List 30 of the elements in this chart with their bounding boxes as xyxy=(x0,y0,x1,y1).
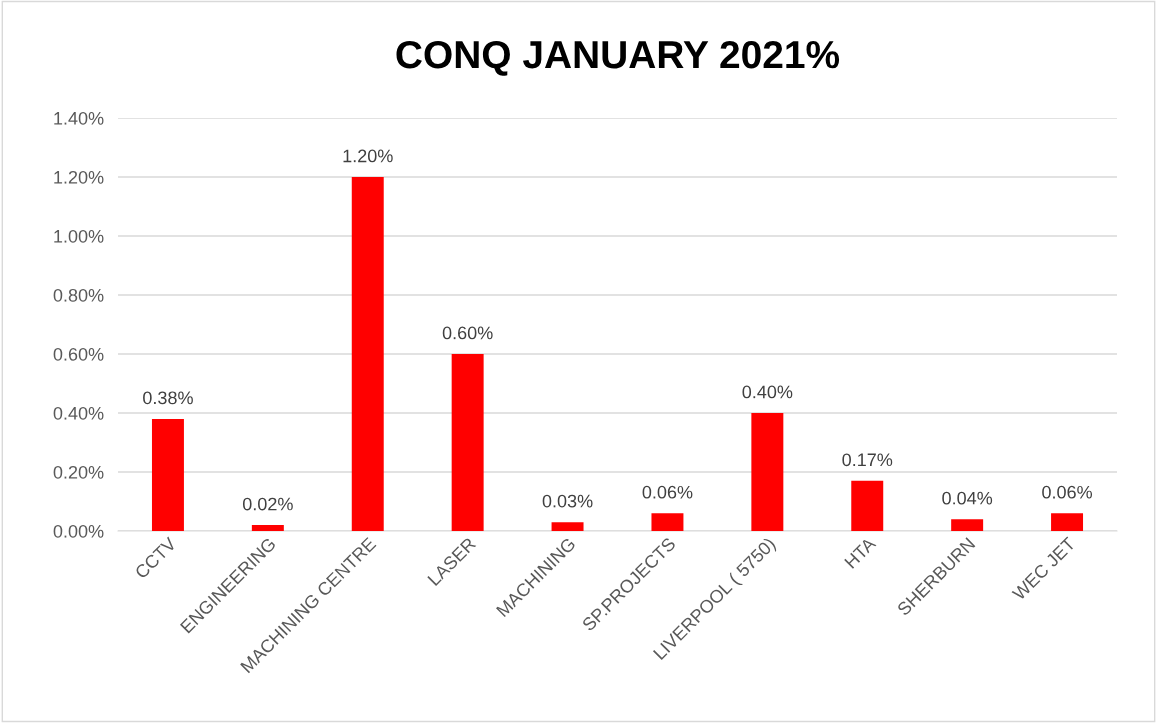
bar xyxy=(251,525,284,531)
data-label: 0.17% xyxy=(842,453,893,467)
bar xyxy=(651,513,684,531)
x-tick-label: HTA xyxy=(844,536,877,569)
bar xyxy=(351,177,384,531)
data-label: 0.04% xyxy=(942,491,993,505)
y-tick-label: 0.20% xyxy=(53,465,104,479)
data-label: 0.38% xyxy=(143,391,193,405)
data-label: 0.60% xyxy=(442,326,493,340)
data-label: 0.03% xyxy=(542,494,593,508)
data-label: 0.02% xyxy=(242,497,293,511)
bar xyxy=(1051,513,1084,531)
y-tick-label: 1.20% xyxy=(54,170,104,184)
y-tick-label: 1.40% xyxy=(54,111,104,125)
bar xyxy=(151,418,184,531)
data-label: 1.20% xyxy=(343,149,393,163)
data-label: 0.06% xyxy=(1042,485,1093,499)
y-tick-label: 0.00% xyxy=(53,524,104,538)
bar xyxy=(551,522,584,531)
bar xyxy=(951,519,984,531)
data-label: 0.06% xyxy=(642,485,693,499)
y-tick-label: 0.80% xyxy=(53,288,104,302)
bar xyxy=(851,480,884,531)
y-tick-label: 0.60% xyxy=(53,347,104,361)
data-label: 0.40% xyxy=(742,385,793,399)
chart-title: CONQ JANUARY 2021% xyxy=(396,40,840,76)
y-tick-label: 0.40% xyxy=(53,406,104,420)
y-tick-label: 1.00% xyxy=(54,229,104,243)
bar xyxy=(451,354,484,531)
bar xyxy=(751,413,784,531)
